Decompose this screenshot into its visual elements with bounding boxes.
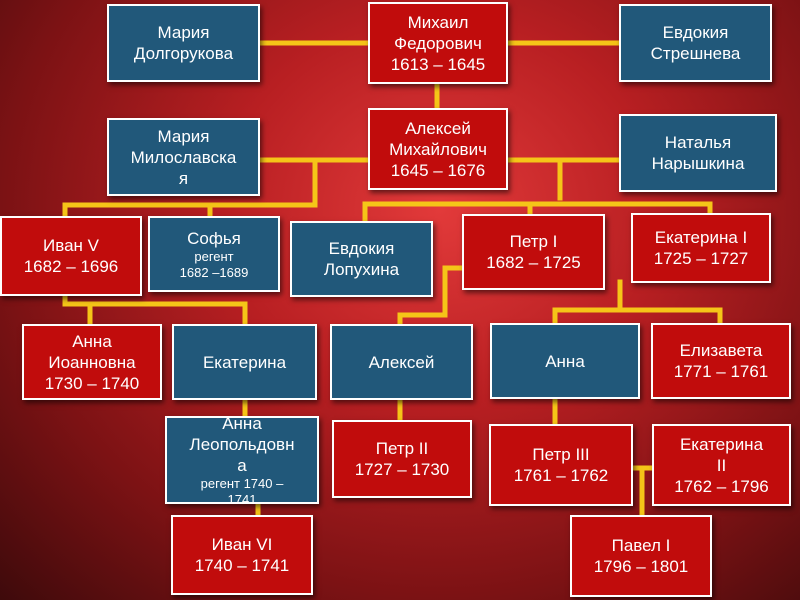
node-text: Алексей <box>405 118 471 138</box>
node-peter-ii: Петр II 1727 – 1730 <box>332 420 472 498</box>
node-text: Софья <box>187 228 241 248</box>
node-alexei-petrovich: Алексей <box>330 324 473 400</box>
node-text: Иван VI <box>211 535 273 554</box>
node-dates: 1727 – 1730 <box>354 460 450 479</box>
node-text: Анна <box>72 331 112 351</box>
node-text: Петр III <box>532 445 590 464</box>
node-text: Иоанновна <box>48 352 136 372</box>
node-sofya: Софья регент 1682 –1689 <box>148 216 280 292</box>
node-dates: 1741 <box>227 491 257 507</box>
node-text: я <box>178 168 189 188</box>
node-text: Павел I <box>611 536 671 555</box>
node-peter-i: Петр I 1682 – 1725 <box>462 214 605 290</box>
node-ekaterina-ivanovna: Екатерина <box>172 324 317 400</box>
node-dates: 1762 – 1796 <box>674 476 769 496</box>
node-text: Елизавета <box>679 341 763 360</box>
node-dates: 1771 – 1761 <box>673 362 769 381</box>
node-text: Евдокия <box>662 23 729 42</box>
node-catherine-i: Екатерина I 1725 – 1727 <box>631 213 771 283</box>
node-text: Леопольдовн <box>189 434 295 454</box>
node-role: регент 1740 – <box>200 475 284 491</box>
node-text: Стрешнева <box>650 44 741 63</box>
node-text: а <box>237 455 247 475</box>
node-ivan-v: Иван V 1682 – 1696 <box>0 216 142 296</box>
node-mikhail-fedorovich: Михаил Федорович 1613 – 1645 <box>368 2 508 84</box>
node-text: Иван V <box>43 236 99 255</box>
node-maria-dolgorukova: Мария Долгорукова <box>107 4 260 82</box>
node-dates: 1730 – 1740 <box>44 373 140 393</box>
node-dates: 1725 – 1727 <box>653 249 749 268</box>
node-dates: 1645 – 1676 <box>390 160 486 180</box>
node-dates: 1682 – 1725 <box>486 253 581 272</box>
node-evdokia-lopukhina: Евдокия Лопухина <box>290 221 433 297</box>
node-dates: 1613 – 1645 <box>390 54 486 74</box>
node-text: Милославска <box>130 147 237 167</box>
node-dates: 1740 – 1741 <box>194 556 290 575</box>
node-text: Екатерина <box>679 434 764 454</box>
node-text: Евдокия <box>328 239 395 258</box>
node-dates: 1682 – 1696 <box>23 257 119 276</box>
node-text: II <box>716 455 727 475</box>
node-pavel-i: Павел I 1796 – 1801 <box>570 515 712 597</box>
node-text: Наталья <box>664 133 732 152</box>
node-natalya-naryshkina: Наталья Нарышкина <box>619 114 777 192</box>
node-anna-ioannovna: Анна Иоанновна 1730 – 1740 <box>22 324 162 400</box>
node-evdokia-streshneva: Евдокия Стрешнева <box>619 4 772 82</box>
node-text: Екатерина I <box>654 228 748 247</box>
node-role: регент <box>194 248 234 264</box>
node-dates: 1761 – 1762 <box>513 466 609 485</box>
node-dates: 1796 – 1801 <box>593 557 689 576</box>
node-anna-leopoldovna: Анна Леопольдовн а регент 1740 – 1741 <box>165 413 319 507</box>
node-maria-miloslavskaya: Мария Милославска я <box>107 118 260 196</box>
node-dates: 1682 –1689 <box>179 264 249 280</box>
node-text: Лопухина <box>323 260 400 279</box>
node-text: Алексей <box>368 352 435 372</box>
node-text: Петр II <box>375 439 429 458</box>
node-elizaveta: Елизавета 1771 – 1761 <box>651 323 791 399</box>
node-text: Мария <box>157 23 210 42</box>
node-peter-iii: Петр III 1761 – 1762 <box>489 424 633 506</box>
node-text: Петр I <box>509 232 558 251</box>
node-ivan-vi: Иван VI 1740 – 1741 <box>171 515 313 595</box>
node-alexei-mikhailovich: Алексей Михайлович 1645 – 1676 <box>368 108 508 190</box>
node-text: Анна <box>222 413 262 433</box>
node-catherine-ii: Екатерина II 1762 – 1796 <box>652 424 791 506</box>
node-text: Нарышкина <box>651 154 745 173</box>
node-text: Мария <box>157 126 210 146</box>
node-text: Михайлович <box>389 139 487 159</box>
node-anna-petrovna: Анна <box>490 323 640 399</box>
node-text: Екатерина <box>202 352 287 372</box>
node-text: Долгорукова <box>133 44 234 63</box>
node-text: Федорович <box>394 33 482 53</box>
node-text: Анна <box>545 351 585 371</box>
node-text: Михаил <box>407 12 469 32</box>
